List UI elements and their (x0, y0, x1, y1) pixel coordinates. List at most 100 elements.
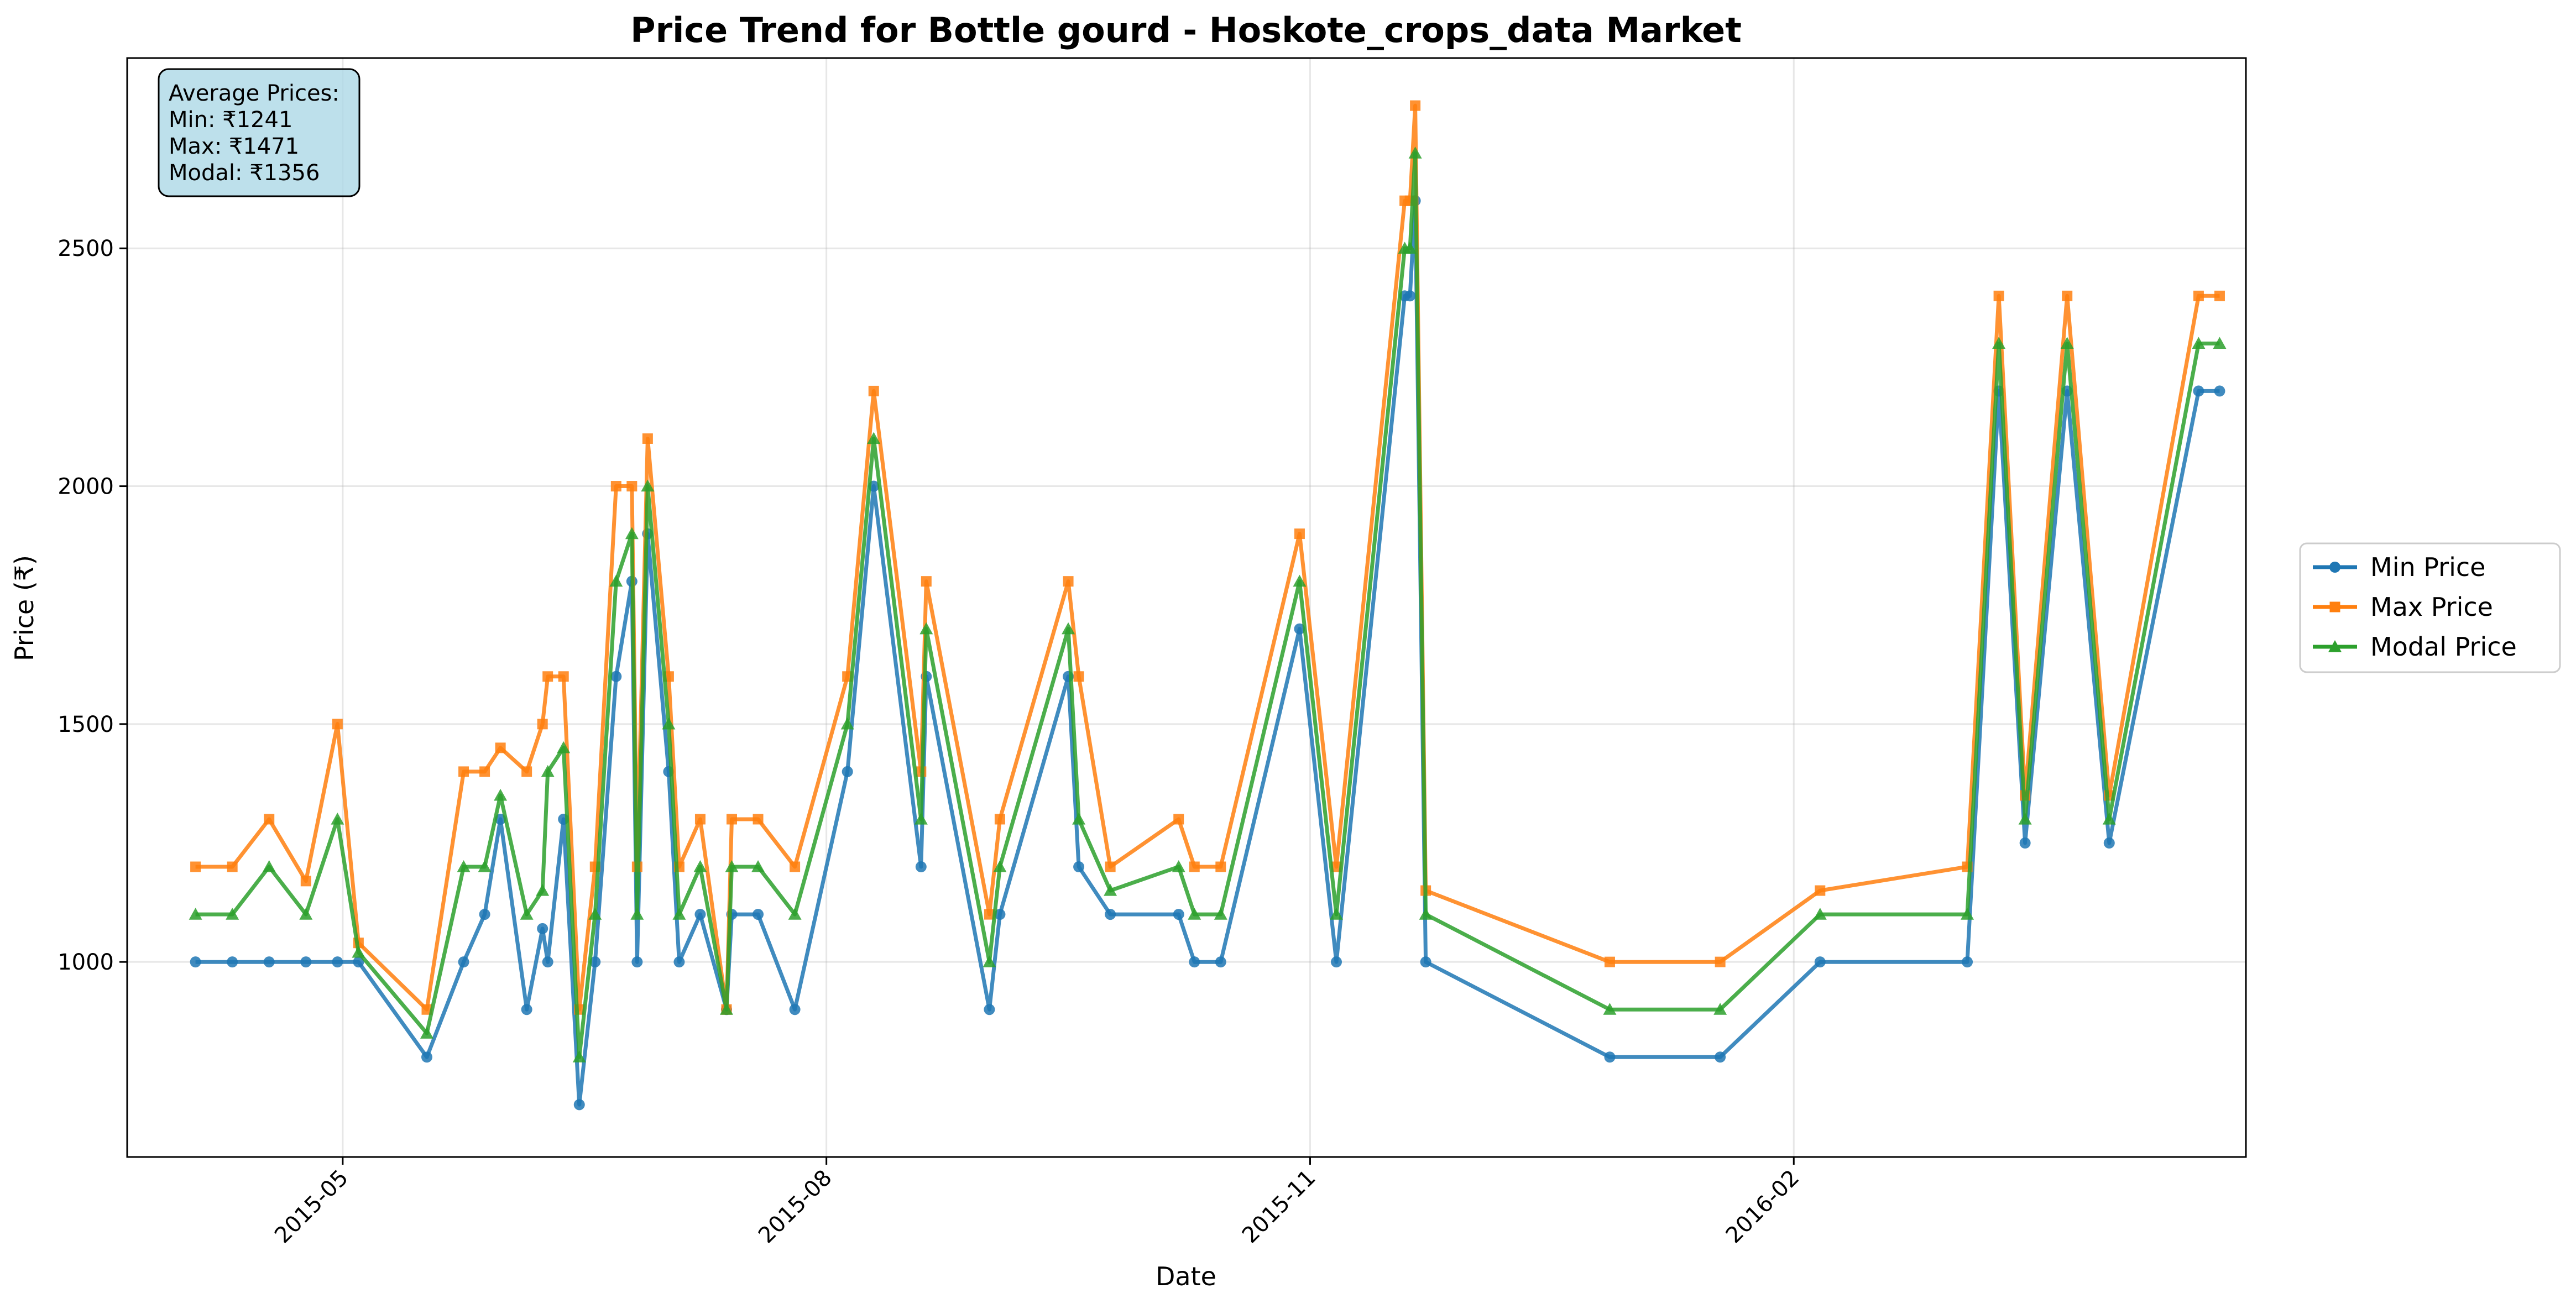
legend-swatch-marker (2329, 601, 2340, 612)
data-point (1189, 956, 1200, 968)
data-point (300, 956, 312, 968)
data-point (494, 788, 508, 801)
data-point (994, 909, 1006, 920)
data-point (1408, 146, 1422, 159)
data-point (1404, 290, 1416, 302)
data-point (1715, 1051, 1726, 1063)
data-point (542, 671, 553, 682)
data-point (626, 481, 638, 492)
data-point (725, 860, 739, 872)
data-point (536, 884, 550, 896)
data-point (2213, 337, 2227, 349)
data-point (1713, 1003, 1727, 1015)
data-point (1214, 908, 1227, 920)
data-point (2019, 837, 2031, 849)
data-point (332, 956, 343, 968)
plot-frame (126, 57, 2247, 1158)
data-point (2018, 812, 2032, 825)
data-point (641, 479, 655, 492)
data-point (2214, 385, 2225, 397)
data-point (573, 1099, 585, 1111)
data-point (2214, 290, 2225, 301)
data-point (2193, 385, 2204, 397)
data-point (226, 908, 239, 920)
data-point (421, 1004, 432, 1015)
data-point (300, 876, 311, 887)
data-point (1331, 861, 1342, 872)
data-point (1104, 884, 1117, 896)
data-point (1603, 1003, 1617, 1015)
data-point (557, 741, 571, 753)
data-point (840, 717, 854, 730)
x-axis-label: Date (1156, 1261, 1216, 1291)
chart-title: Price Trend for Bottle gourd - Hoskote_c… (630, 10, 1742, 50)
data-point (190, 861, 201, 872)
data-point (984, 909, 995, 920)
data-point (1329, 908, 1343, 920)
data-point (478, 860, 492, 872)
legend-frame (2299, 542, 2561, 673)
stats-line-heading: Average Prices: (169, 81, 339, 106)
legend-item: Min Price (2313, 552, 2485, 582)
plot-area (126, 57, 2247, 1158)
y-tick-label: 1500 (58, 712, 114, 737)
data-point (1073, 671, 1084, 682)
data-point (609, 574, 623, 587)
data-point (1961, 908, 1974, 920)
average-prices-box: Average Prices: Min: ₹1241 Max: ₹1471 Mo… (158, 68, 360, 197)
data-point (914, 812, 928, 825)
data-point (719, 1003, 733, 1015)
data-point (1173, 814, 1184, 825)
data-point (558, 671, 569, 682)
data-point (790, 861, 801, 872)
data-point (610, 671, 622, 682)
data-point (521, 1004, 532, 1015)
data-point (1420, 956, 1431, 968)
data-point (537, 719, 548, 730)
data-point (921, 576, 932, 587)
data-point (642, 433, 653, 444)
data-point (753, 814, 764, 825)
data-point (1993, 290, 2004, 301)
stats-line-modal: Modal: ₹1356 (169, 160, 320, 186)
stats-line-max: Max: ₹1471 (169, 134, 299, 159)
legend-swatch-marker (2329, 562, 2340, 573)
stats-box-background (158, 68, 360, 197)
data-point (994, 814, 1005, 825)
y-tick-label: 2000 (58, 474, 114, 500)
data-point (1403, 242, 1417, 254)
data-point (915, 861, 927, 873)
data-point (1604, 956, 1615, 967)
data-point (694, 909, 706, 920)
data-point (1604, 1051, 1616, 1063)
data-point (1188, 908, 1201, 920)
legend-item: Max Price (2313, 592, 2493, 622)
series-lines (189, 100, 2227, 1111)
data-point (625, 527, 639, 540)
data-point (2193, 290, 2204, 301)
legend-label: Modal Price (2370, 632, 2517, 662)
data-point (751, 860, 765, 872)
data-point (2192, 337, 2206, 349)
data-point (542, 956, 553, 968)
data-point (1992, 337, 2006, 349)
data-point (1813, 908, 1827, 920)
data-point (788, 908, 802, 920)
data-point (352, 945, 365, 958)
data-point (541, 765, 555, 777)
data-point (2060, 337, 2074, 349)
data-point (537, 923, 548, 934)
legend-swatch-marker (2328, 640, 2342, 652)
data-point (457, 860, 471, 872)
legend-label: Min Price (2370, 552, 2485, 582)
data-point (520, 908, 534, 920)
data-point (227, 861, 238, 872)
data-point (1073, 861, 1085, 873)
data-point (2102, 812, 2116, 825)
data-point (673, 956, 685, 968)
data-point (332, 719, 343, 730)
data-point (263, 956, 275, 968)
data-point (693, 860, 707, 872)
